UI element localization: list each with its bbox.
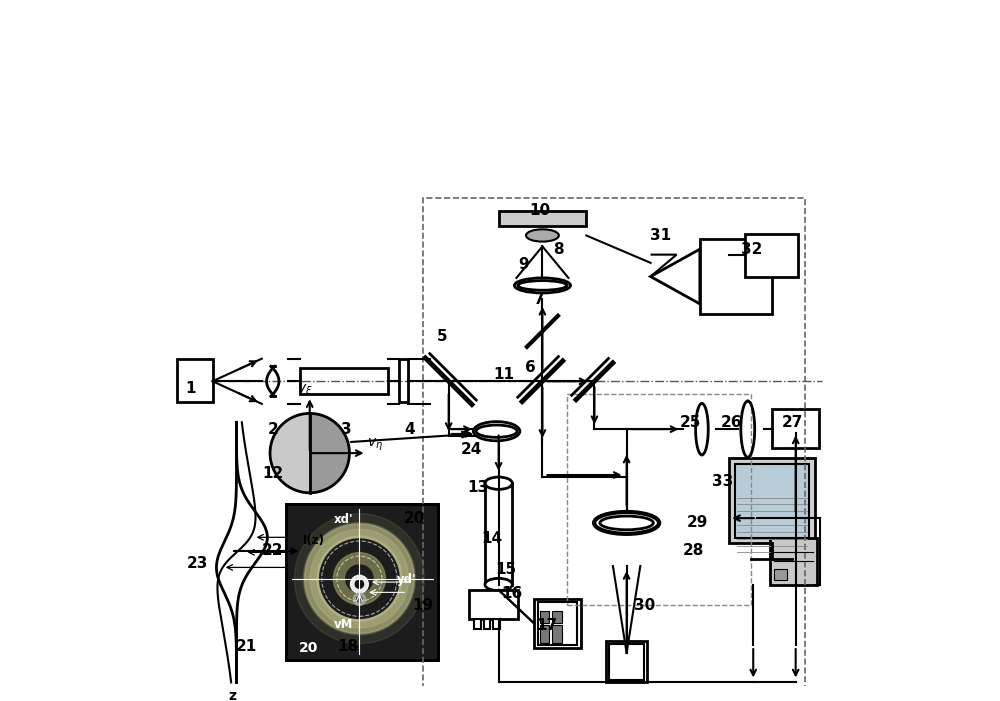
Bar [423, 198, 805, 689]
Text: $v_\eta$: $v_\eta$ [367, 436, 383, 453]
Bar [538, 602, 577, 645]
Bar [700, 239, 772, 314]
Circle shape [346, 565, 373, 592]
Text: z: z [228, 688, 236, 701]
Text: 6: 6 [525, 360, 536, 375]
Text: 5: 5 [437, 329, 447, 344]
Bar [540, 611, 549, 623]
Bar [745, 234, 798, 276]
Bar [177, 360, 213, 402]
Text: 25: 25 [680, 415, 701, 430]
Circle shape [325, 545, 394, 613]
Text: 10: 10 [529, 203, 550, 217]
Bar [484, 619, 490, 629]
Bar [485, 483, 512, 585]
Bar [534, 599, 581, 648]
Circle shape [333, 552, 385, 605]
Text: 27: 27 [782, 415, 804, 430]
Text: xd': xd' [333, 513, 353, 526]
Text: 17: 17 [536, 618, 557, 633]
Ellipse shape [526, 229, 559, 242]
Bar [770, 538, 817, 585]
Text: I(z): I(z) [303, 534, 325, 547]
Text: 26: 26 [721, 415, 742, 430]
Polygon shape [270, 414, 310, 493]
Bar [286, 504, 438, 660]
Text: 31: 31 [650, 228, 671, 243]
Text: 14: 14 [481, 531, 502, 546]
Text: 4: 4 [404, 422, 415, 437]
Circle shape [294, 514, 424, 644]
Text: 28: 28 [682, 543, 704, 558]
Text: 12: 12 [262, 466, 283, 481]
Polygon shape [729, 458, 815, 543]
Ellipse shape [514, 278, 570, 293]
Circle shape [353, 593, 366, 606]
Bar [474, 619, 481, 629]
Bar [286, 504, 438, 660]
Bar [735, 464, 809, 538]
Bar [499, 211, 586, 226]
Bar [399, 360, 408, 402]
Text: 3: 3 [341, 422, 351, 437]
Text: 2: 2 [267, 422, 278, 437]
Ellipse shape [485, 578, 512, 591]
Text: 9: 9 [519, 257, 529, 273]
Polygon shape [651, 249, 700, 304]
Ellipse shape [485, 477, 512, 489]
Bar [469, 590, 518, 619]
Text: 23: 23 [187, 557, 208, 571]
Circle shape [350, 576, 368, 593]
Text: 8: 8 [553, 242, 563, 257]
Bar [540, 625, 549, 643]
Bar [493, 619, 500, 629]
Bar [609, 644, 644, 680]
Polygon shape [310, 414, 349, 493]
Text: 29: 29 [686, 515, 708, 531]
Text: yd': yd' [397, 573, 417, 586]
Text: 30: 30 [634, 597, 656, 613]
Bar [567, 394, 751, 605]
Text: $v_\xi$: $v_\xi$ [297, 383, 313, 400]
Text: 11: 11 [493, 367, 514, 382]
Circle shape [320, 539, 399, 618]
Text: 33: 33 [712, 475, 733, 489]
Text: 18: 18 [337, 639, 359, 653]
Circle shape [357, 597, 362, 602]
Bar [552, 625, 562, 643]
Bar [772, 409, 819, 449]
Ellipse shape [473, 421, 520, 441]
Text: 20: 20 [404, 510, 425, 526]
Text: 13: 13 [468, 479, 489, 495]
Text: 20: 20 [299, 641, 318, 655]
Text: vM: vM [333, 618, 353, 631]
Circle shape [303, 522, 416, 635]
Bar [552, 611, 562, 623]
Text: 22: 22 [262, 543, 284, 558]
Text: 15: 15 [495, 562, 516, 577]
Bar [606, 641, 647, 682]
Circle shape [305, 524, 414, 634]
Text: 24: 24 [461, 442, 482, 457]
Text: 1: 1 [185, 381, 196, 395]
Text: 19: 19 [413, 597, 434, 613]
Text: 16: 16 [502, 586, 523, 601]
Bar [300, 367, 388, 393]
Text: 21: 21 [236, 639, 257, 653]
Bar [774, 569, 787, 580]
Circle shape [317, 536, 402, 621]
Text: 32: 32 [741, 242, 763, 257]
Circle shape [310, 529, 409, 628]
Text: 7: 7 [534, 292, 545, 306]
Circle shape [355, 580, 363, 588]
